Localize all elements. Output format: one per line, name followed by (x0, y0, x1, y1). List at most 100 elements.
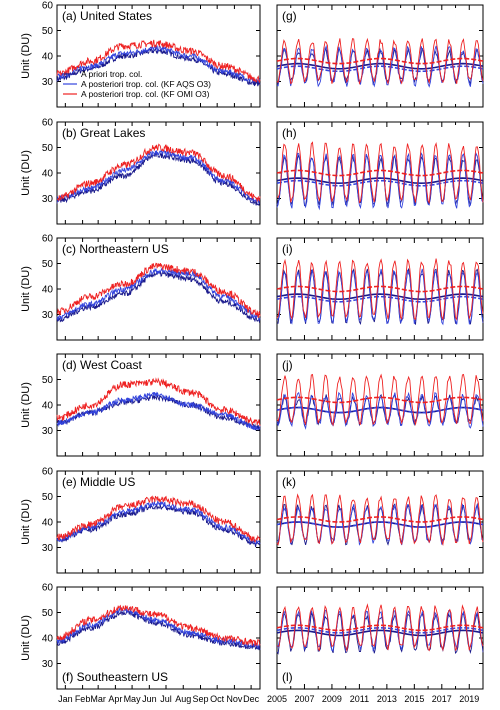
y-tick-label: 50 (42, 492, 54, 503)
x-tick-label: Sep (192, 694, 208, 704)
series-line-j-1 (276, 391, 484, 430)
x-tick-label: Apr (108, 694, 122, 704)
x-tick-label: May (124, 694, 142, 704)
trend-line-g-0 (276, 62, 484, 70)
series-line-i-2 (276, 258, 484, 321)
legend-label-2: A posteriori trop. col. (KF OMI O3) (81, 89, 210, 99)
y-axis-label: Unit (DU) (20, 615, 32, 661)
y-tick-label: 40 (42, 401, 54, 412)
x-tick-label: Mar (90, 694, 106, 704)
x-tick-label: Dec (243, 694, 260, 704)
y-tick-label: 40 (42, 169, 54, 180)
series-line-a-1 (56, 45, 261, 84)
y-tick-label: 30 (42, 426, 54, 437)
y-tick-label: 40 (42, 52, 54, 63)
x-tick-label: Jan (58, 694, 73, 704)
panel-g: (g) (276, 4, 484, 108)
x-tick-label: 2019 (459, 694, 479, 704)
y-tick-label: 60 (42, 1, 54, 12)
series-line-b-0 (56, 151, 261, 207)
y-axis-label: Unit (DU) (20, 266, 32, 312)
y-tick-label: 60 (42, 467, 54, 478)
trend-line-j-0 (276, 406, 484, 414)
series-line-d-1 (56, 391, 261, 431)
y-tick-label: 40 (42, 285, 54, 296)
panel-title-c: (c) Northeastern US (62, 242, 169, 256)
series-line-f-2 (56, 604, 261, 647)
panel-title-a: (a) United States (62, 9, 152, 23)
legend-label-0: A priori trop. col. (81, 69, 142, 79)
y-tick-label: 30 (42, 194, 54, 205)
panel-e: 30 40 50 60 Unit (DU) (e) Middle US (20, 467, 261, 574)
series-line-f-0 (56, 609, 261, 651)
panel-j: (j) (276, 353, 484, 457)
series-line-l-2 (276, 603, 484, 652)
series-line-d-2 (56, 377, 261, 427)
x-tick-label: Jun (142, 694, 157, 704)
panel-title-l: (l) (282, 670, 293, 684)
x-tick-label: 2015 (404, 694, 424, 704)
series-line-g-0 (276, 47, 484, 86)
series-line-c-2 (56, 262, 261, 318)
series-line-l-0 (276, 611, 484, 655)
panel-c: 30 40 50 60 Unit (DU) (c) Northeastern US (20, 234, 261, 341)
y-axis-label: Unit (DU) (20, 499, 32, 545)
x-tick-label: 2013 (377, 694, 397, 704)
x-tick-label: 2011 (350, 694, 369, 704)
series-line-k-2 (276, 493, 484, 547)
y-axis-label: Unit (DU) (20, 33, 32, 79)
y-tick-label: 30 (42, 659, 54, 670)
y-tick-label: 60 (42, 234, 54, 245)
series-line-a-2 (56, 39, 261, 84)
panel-l: (l) 2005 2007 2009 2011 2013 2015 2017 2019 (267, 586, 484, 704)
x-tick-label: Aug (175, 694, 191, 704)
panel-h: (h) (276, 121, 484, 225)
y-tick-label: 60 (42, 583, 54, 594)
panel-b: 30 40 50 60 Unit (DU) (b) Great Lakes (20, 118, 261, 225)
y-tick-label: 30 (42, 543, 54, 554)
panel-title-e: (e) Middle US (62, 475, 135, 489)
series-line-g-1 (276, 44, 484, 88)
x-tick-label: 2007 (294, 694, 314, 704)
y-tick-label: 50 (42, 608, 54, 619)
y-tick-label: 40 (42, 518, 54, 529)
x-tick-label: Feb (75, 694, 91, 704)
y-tick-label: 50 (42, 26, 54, 37)
panel-title-f: (f) Southeastern US (62, 670, 168, 684)
x-tick-label: 2005 (267, 694, 287, 704)
series-line-g-2 (276, 37, 484, 86)
trend-line-i-0 (276, 293, 484, 301)
panel-k: (k) (276, 470, 484, 574)
panel-a: 30 40 50 60 Unit (DU) (a) United States A prio… (20, 1, 261, 108)
panel-title-i: (i) (282, 242, 293, 256)
x-tick-label: 2017 (432, 694, 452, 704)
series-line-k-1 (276, 503, 484, 546)
panel-title-g: (g) (282, 9, 297, 23)
panel-title-h: (h) (282, 126, 297, 140)
series-line-e-1 (56, 500, 261, 545)
y-tick-label: 50 (42, 375, 54, 386)
y-tick-label: 50 (42, 143, 54, 154)
trend-line-h-0 (276, 177, 484, 185)
y-tick-label: 60 (42, 118, 54, 129)
x-tick-label: Oct (210, 694, 225, 704)
y-tick-label: 40 (42, 634, 54, 645)
panel-title-b: (b) Great Lakes (62, 126, 145, 140)
series-line-i-1 (276, 268, 484, 326)
trend-line-l-0 (276, 629, 484, 637)
panel-i: (i) (276, 237, 484, 341)
series-line-b-2 (57, 143, 261, 202)
legend-label-1: A posteriori trop. col. (KF AQS O3) (81, 79, 211, 89)
panel-f: 30 40 50 60 Unit (DU) (f) Southeastern US Jan F… (20, 583, 261, 704)
series-line-e-2 (56, 495, 261, 543)
trend-line-k-0 (276, 521, 484, 528)
y-tick-label: 30 (42, 77, 54, 88)
x-tick-label: Nov (226, 694, 243, 704)
y-axis-label: Unit (DU) (20, 382, 32, 428)
series-line-e-0 (56, 503, 261, 548)
panel-title-j: (j) (282, 358, 293, 372)
x-tick-label: 2009 (322, 694, 342, 704)
y-tick-label: 30 (42, 310, 54, 321)
x-tick-label: Jul (160, 694, 172, 704)
